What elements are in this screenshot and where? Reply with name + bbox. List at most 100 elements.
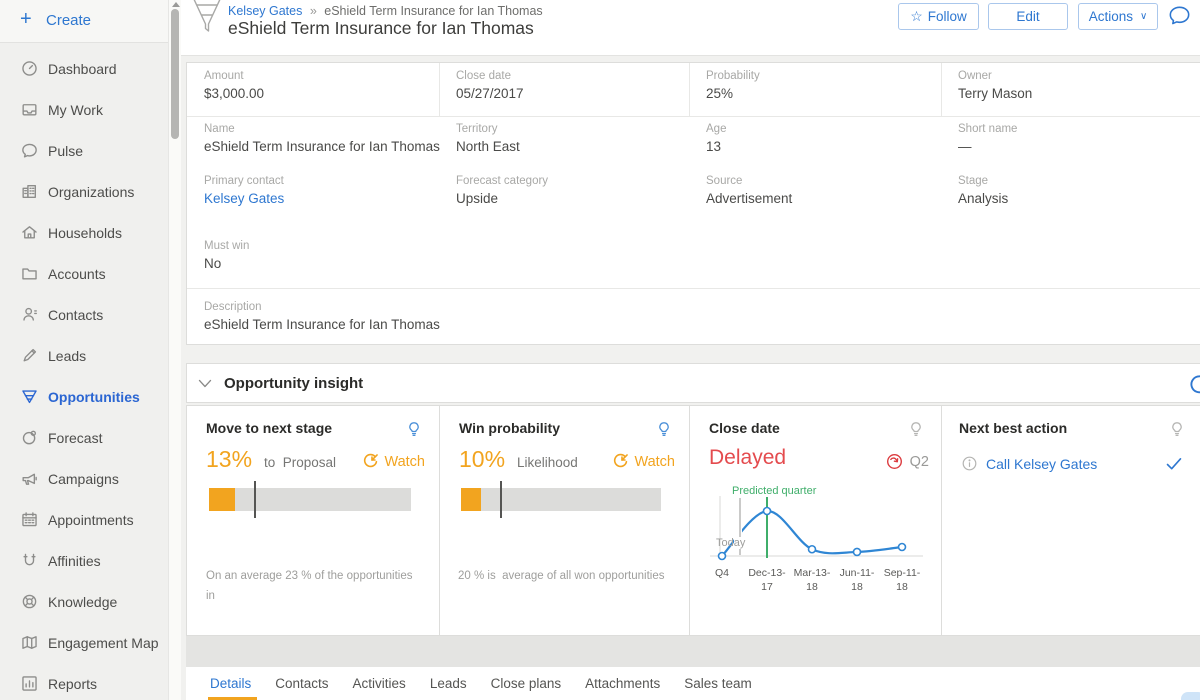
floating-chat-button[interactable] bbox=[1181, 692, 1200, 700]
tab-contacts[interactable]: Contacts bbox=[275, 676, 329, 691]
sidebar-item-organizations[interactable]: Organizations bbox=[0, 171, 168, 212]
sidebar-item-label: Organizations bbox=[48, 183, 135, 200]
svg-text:Mar-13-: Mar-13- bbox=[794, 567, 831, 579]
sidebar-item-label: Households bbox=[48, 224, 122, 241]
divider bbox=[941, 406, 942, 635]
svg-text:Dec-13-: Dec-13- bbox=[748, 567, 786, 579]
divider bbox=[187, 288, 1200, 289]
sidebar-item-reports[interactable]: Reports bbox=[0, 663, 168, 700]
sidebar-item-dashboard[interactable]: Dashboard bbox=[0, 48, 168, 89]
households-icon bbox=[20, 223, 39, 242]
sidebar-item-engagement-map[interactable]: Engagement Map bbox=[0, 622, 168, 663]
contacts-icon bbox=[20, 305, 39, 324]
svg-text:Sep-11-: Sep-11- bbox=[884, 567, 921, 579]
watch-button[interactable]: Watch bbox=[362, 453, 425, 470]
field-owner: Owner Terry Mason bbox=[941, 63, 1191, 101]
field-short-name: Short name — bbox=[941, 116, 1191, 154]
sidebar-item-label: Leads bbox=[48, 347, 87, 364]
move-to-next-stage-card: Move to next stage 13% to Proposal Watch bbox=[187, 406, 439, 662]
sidebar-item-label: Campaigns bbox=[48, 470, 119, 487]
watch-button[interactable]: Watch bbox=[612, 453, 675, 470]
sidebar-item-campaigns[interactable]: Campaigns bbox=[0, 458, 168, 499]
field-value: $3,000.00 bbox=[204, 86, 265, 101]
sidebar-item-label: Opportunities bbox=[48, 388, 140, 405]
page-title: eShield Term Insurance for Ian Thomas bbox=[228, 18, 534, 38]
field-label: Owner bbox=[958, 70, 992, 82]
field-value-link[interactable]: Kelsey Gates bbox=[204, 191, 285, 206]
field-primary-contact: Primary contact Kelsey Gates bbox=[187, 168, 447, 206]
watch-icon bbox=[614, 453, 629, 468]
field-value: eShield Term Insurance for Ian Thomas bbox=[204, 317, 440, 332]
field-label: Name bbox=[204, 123, 235, 135]
divider bbox=[439, 406, 440, 635]
actions-button[interactable]: Actions ∨ bbox=[1078, 3, 1158, 30]
field-value: Terry Mason bbox=[958, 86, 1033, 101]
tab-details[interactable]: Details bbox=[208, 667, 258, 700]
opportunities-icon bbox=[20, 387, 39, 406]
sidebar-item-appointments[interactable]: Appointments bbox=[0, 499, 168, 540]
chat-bubble-icon[interactable] bbox=[1167, 4, 1192, 29]
field-value: 05/27/2017 bbox=[456, 86, 524, 101]
create-button[interactable]: + Create bbox=[0, 0, 168, 43]
watch-icon bbox=[364, 453, 379, 468]
insight-bulb-icon[interactable] bbox=[908, 421, 924, 438]
field-label: Close date bbox=[456, 70, 511, 82]
breadcrumb-parent-link[interactable]: Kelsey Gates bbox=[228, 4, 303, 18]
field-value: eShield Term Insurance for Ian Thomas bbox=[204, 139, 440, 154]
svg-text:18: 18 bbox=[851, 581, 863, 593]
sidebar-item-my-work[interactable]: My Work bbox=[0, 89, 168, 130]
breadcrumb: Kelsey Gates » eShield Term Insurance fo… bbox=[228, 4, 543, 18]
insight-bulb-icon[interactable] bbox=[1169, 421, 1185, 438]
field-label: Description bbox=[204, 301, 262, 313]
scrollbar-thumb[interactable] bbox=[171, 9, 179, 139]
call-contact-link[interactable]: Call Kelsey Gates bbox=[986, 455, 1098, 472]
sidebar-item-contacts[interactable]: Contacts bbox=[0, 294, 168, 335]
sidebar-item-pulse[interactable]: Pulse bbox=[0, 130, 168, 171]
sidebar-item-affinities[interactable]: Affinities bbox=[0, 540, 168, 581]
svg-text:Predicted quarter: Predicted quarter bbox=[732, 486, 817, 497]
create-label: Create bbox=[46, 12, 92, 29]
section-gap bbox=[186, 636, 1200, 667]
sidebar-item-accounts[interactable]: Accounts bbox=[0, 253, 168, 294]
record-tabs: Details Contacts Activities Leads Close plan… bbox=[186, 667, 1200, 700]
card-note: 20 % is average of all won opportunities bbox=[458, 570, 665, 582]
chevron-down-icon: ∨ bbox=[1139, 11, 1148, 22]
check-icon[interactable] bbox=[1165, 455, 1183, 473]
dashboard-icon bbox=[20, 59, 39, 78]
win-probability-bar bbox=[461, 481, 661, 518]
main-area: Kelsey Gates » eShield Term Insurance fo… bbox=[181, 0, 1200, 700]
field-value: 13 bbox=[706, 139, 722, 154]
svg-text:18: 18 bbox=[896, 581, 908, 593]
divider bbox=[689, 406, 690, 635]
insight-bulb-icon[interactable] bbox=[656, 421, 672, 438]
tab-attachments[interactable]: Attachments bbox=[585, 676, 661, 691]
info-icon[interactable] bbox=[961, 455, 978, 472]
follow-button[interactable]: ☆ Follow bbox=[898, 3, 979, 30]
scroll-up-arrow-icon[interactable] bbox=[172, 2, 180, 7]
tab-close-plans[interactable]: Close plans bbox=[490, 676, 562, 691]
refresh-icon[interactable] bbox=[1188, 373, 1200, 395]
sidebar-item-leads[interactable]: Leads bbox=[0, 335, 168, 376]
insight-bulb-icon[interactable] bbox=[406, 421, 422, 438]
field-probability: Probability 25% bbox=[689, 63, 939, 101]
sidebar-scrollbar[interactable] bbox=[168, 0, 181, 700]
field-label: Primary contact bbox=[204, 175, 284, 187]
sidebar-item-forecast[interactable]: Forecast bbox=[0, 417, 168, 458]
field-age: Age 13 bbox=[689, 116, 939, 154]
delayed-trend-icon bbox=[886, 453, 902, 470]
forecast-icon bbox=[20, 428, 39, 447]
edit-button[interactable]: Edit bbox=[988, 3, 1068, 30]
plus-icon: + bbox=[20, 8, 32, 30]
tab-sales-team[interactable]: Sales team bbox=[684, 676, 752, 691]
tab-leads[interactable]: Leads bbox=[429, 676, 467, 691]
card-title: Win probability bbox=[459, 420, 560, 436]
tab-activities[interactable]: Activities bbox=[352, 676, 406, 691]
sidebar-item-opportunities[interactable]: Opportunities bbox=[0, 376, 168, 417]
win-likelihood-label: Likelihood bbox=[517, 455, 578, 470]
collapse-chevron-icon[interactable] bbox=[198, 378, 212, 390]
accounts-icon bbox=[20, 264, 39, 283]
sidebar-item-households[interactable]: Households bbox=[0, 212, 168, 253]
sidebar-item-knowledge[interactable]: Knowledge bbox=[0, 581, 168, 622]
divider bbox=[187, 116, 1200, 117]
